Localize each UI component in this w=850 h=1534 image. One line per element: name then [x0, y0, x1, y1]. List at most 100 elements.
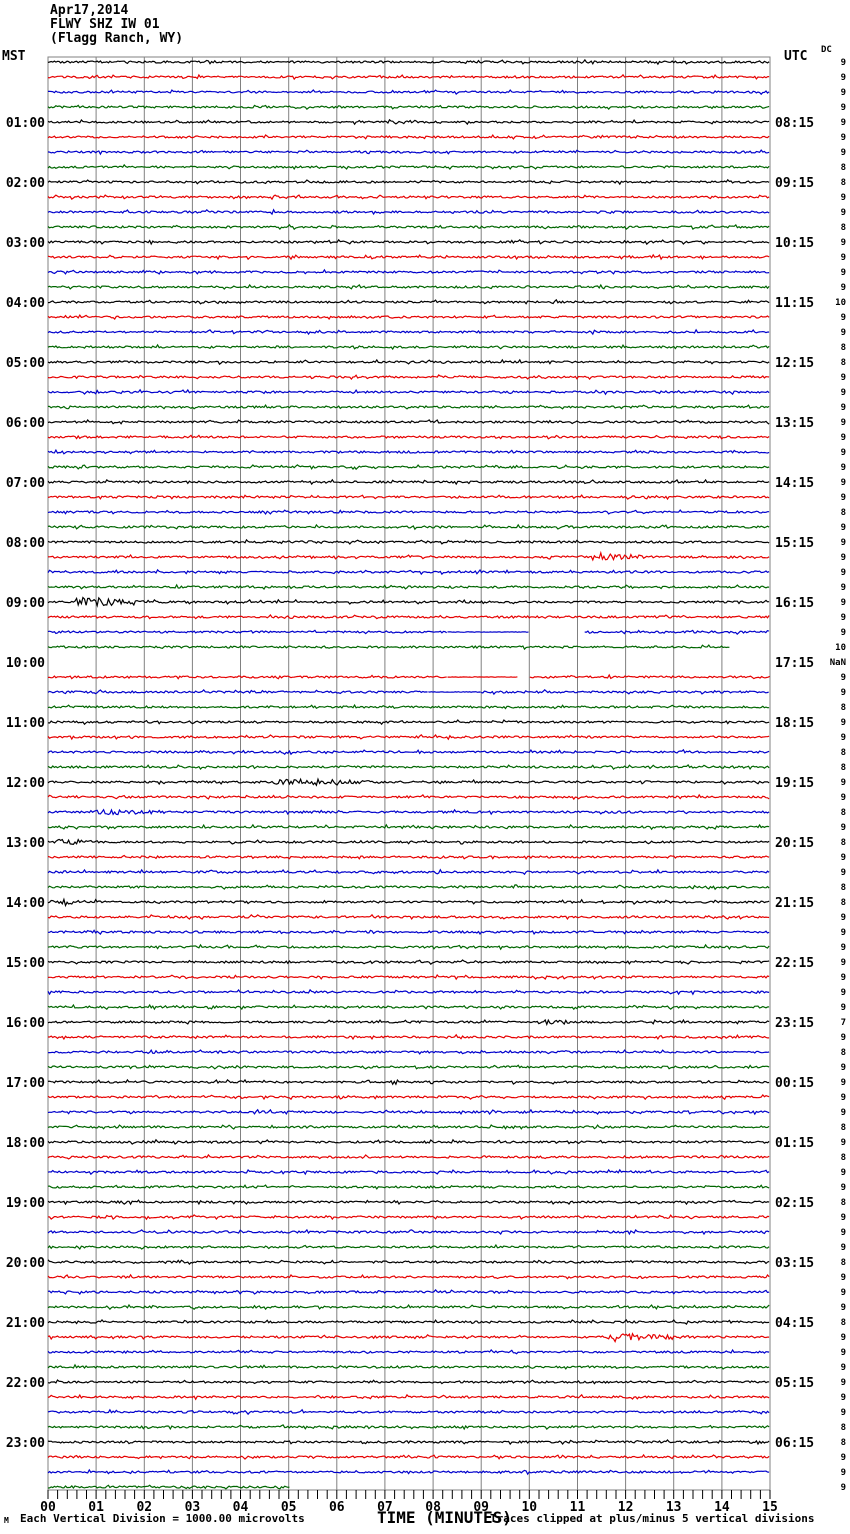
trace-dc-value: 9 — [841, 1138, 846, 1148]
trace-dc-value: 9 — [841, 1168, 846, 1178]
trace-dc-value: 9 — [841, 463, 846, 473]
utc-hour-label: 23:15 — [775, 1016, 814, 1031]
trace-dc-value: 8 — [841, 703, 846, 713]
utc-hour-label: 10:15 — [775, 236, 814, 251]
trace-row — [47, 988, 770, 996]
trace-dc-value: 9 — [841, 1213, 846, 1223]
trace-dc-value: 9 — [841, 1093, 846, 1103]
trace-dc-value: 9 — [841, 1333, 846, 1343]
trace-row — [47, 1049, 770, 1055]
trace-dc-value: 9 — [841, 148, 846, 158]
mst-hour-label: 02:00 — [6, 176, 45, 191]
station-id: FLWY SHZ IW 01 — [50, 17, 160, 32]
mst-hour-label: 16:00 — [6, 1016, 45, 1031]
trace-row — [47, 1484, 290, 1490]
trace-dc-value: 9 — [841, 928, 846, 938]
trace-dc-value: 8 — [841, 898, 846, 908]
utc-hour-label: 00:15 — [775, 1076, 814, 1091]
x-tick-label: 08 — [425, 1500, 441, 1515]
trace-dc-value: 9 — [841, 1288, 846, 1298]
utc-hour-label: 14:15 — [775, 476, 814, 491]
trace-dc-value: 9 — [841, 1468, 846, 1478]
trace-row — [47, 419, 770, 425]
mst-hour-label: 08:00 — [6, 536, 45, 551]
mst-hour-label: 20:00 — [6, 1256, 45, 1271]
mst-hour-label: 01:00 — [6, 116, 45, 131]
trace-row — [47, 298, 770, 305]
dc-column-label: DC — [821, 45, 832, 55]
trace-row — [47, 238, 770, 246]
trace-row — [47, 1318, 770, 1325]
trace-row — [47, 434, 770, 440]
utc-hour-label: 19:15 — [775, 776, 814, 791]
trace-dc-value: 9 — [841, 1183, 846, 1193]
x-axis-ticks — [47, 1490, 771, 1499]
trace-dc-value: 9 — [841, 1453, 846, 1463]
trace-row — [47, 1138, 770, 1145]
mst-hour-label: 23:00 — [6, 1436, 45, 1451]
trace-dc-value: 10 — [835, 643, 846, 653]
mst-hour-label: 05:00 — [6, 356, 45, 371]
trace-row — [47, 838, 770, 846]
trace-dc-value: 8 — [841, 1153, 846, 1163]
trace-dc-value: 9 — [841, 1243, 846, 1253]
trace-row — [47, 388, 770, 396]
trace-dc-value: 9 — [841, 88, 846, 98]
trace-row — [47, 1228, 770, 1236]
mst-hour-label: 03:00 — [6, 236, 45, 251]
x-tick-label: 02 — [136, 1500, 152, 1515]
trace-row — [47, 703, 770, 710]
trace-row — [47, 733, 770, 741]
trace-row — [47, 1273, 770, 1280]
utc-hour-label: 20:15 — [775, 836, 814, 851]
mst-hour-label: 15:00 — [6, 956, 45, 971]
trace-dc-value: 8 — [841, 1258, 846, 1268]
trace-row — [47, 208, 770, 216]
trace-row — [47, 1424, 770, 1431]
trace-dc-value: 9 — [841, 538, 846, 548]
x-tick-label: 06 — [329, 1500, 345, 1515]
trace-dc-value: 9 — [841, 1033, 846, 1043]
trace-row — [47, 583, 770, 590]
x-tick-label: 15 — [762, 1500, 778, 1515]
trace-row — [47, 313, 770, 321]
trace-dc-value: 9 — [841, 238, 846, 248]
trace-row — [47, 793, 770, 801]
mst-hour-label: 09:00 — [6, 596, 45, 611]
mst-hour-label: 11:00 — [6, 716, 45, 731]
trace-dc-value: 9 — [841, 973, 846, 983]
trace-row — [47, 897, 770, 908]
trace-row — [48, 673, 770, 680]
trace-dc-value: 9 — [841, 958, 846, 968]
utc-hour-label: 01:15 — [775, 1136, 814, 1151]
x-tick-label: 05 — [281, 1500, 297, 1515]
trace-dc-value: 9 — [841, 268, 846, 278]
trace-dc-value: 9 — [841, 1303, 846, 1313]
trace-dc-value: 9 — [841, 988, 846, 998]
trace-dc-value: 9 — [841, 1078, 846, 1088]
left-timezone-label: MST — [2, 49, 26, 64]
trace-dc-value: 8 — [841, 1123, 846, 1133]
x-tick-labels: 00 01 02 03 04 05 06 07 08 09 10 11 12 13 14 15 — [40, 1500, 778, 1515]
trace-dc-value: 8 — [841, 1048, 846, 1058]
x-tick-label: 12 — [618, 1500, 634, 1515]
trace-dc-value: 9 — [841, 118, 846, 128]
trace-dc-value: 8 — [841, 808, 846, 818]
utc-hour-label: 22:15 — [775, 956, 814, 971]
trace-row — [47, 1332, 770, 1344]
x-tick-label: 10 — [521, 1500, 537, 1515]
trace-dc-value: 9 — [841, 73, 846, 83]
trace-row — [47, 268, 770, 275]
mst-hour-label: 17:00 — [6, 1076, 45, 1091]
trace-row — [47, 1468, 770, 1476]
trace-row — [47, 1259, 770, 1265]
mst-hour-label: 22:00 — [6, 1376, 45, 1391]
utc-hour-label: 15:15 — [775, 536, 814, 551]
mst-hour-label: 18:00 — [6, 1136, 45, 1151]
trace-dc-value: 8 — [841, 358, 846, 368]
utc-hour-label: 04:15 — [775, 1316, 814, 1331]
mst-hour-label: 07:00 — [6, 476, 45, 491]
mst-hour-label: 21:00 — [6, 1316, 45, 1331]
trace-dc-value: 9 — [841, 493, 846, 503]
